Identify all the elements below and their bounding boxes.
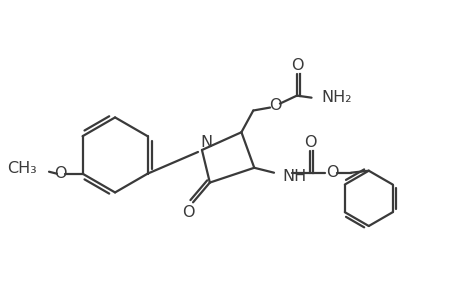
Text: O: O	[325, 165, 338, 180]
Text: O: O	[181, 205, 194, 220]
Text: CH₃: CH₃	[7, 161, 37, 176]
Text: NH: NH	[281, 169, 306, 184]
Text: NH₂: NH₂	[321, 90, 351, 105]
Text: O: O	[303, 135, 316, 150]
Text: O: O	[291, 58, 303, 73]
Text: N: N	[201, 135, 213, 150]
Text: O: O	[54, 166, 66, 181]
Text: O: O	[268, 98, 280, 113]
